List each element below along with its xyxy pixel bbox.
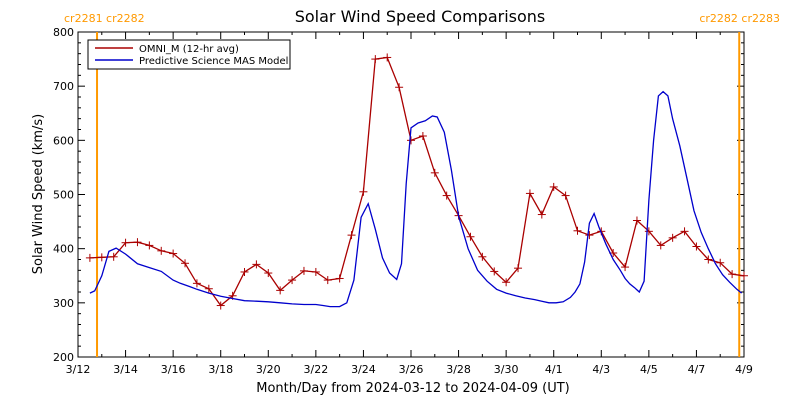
y-tick-label: 700 — [53, 80, 74, 93]
data-point-marker — [181, 259, 190, 268]
data-point-marker — [240, 267, 249, 276]
data-point-marker — [97, 253, 106, 262]
x-tick-label: 3/12 — [66, 363, 91, 376]
y-axis-title: Solar Wind Speed (km/s) — [31, 114, 46, 274]
data-point-marker — [644, 227, 653, 236]
x-tick-label: 3/18 — [208, 363, 233, 376]
data-point-marker — [383, 53, 392, 62]
legend-entry: Predictive Science MAS Model — [139, 56, 288, 67]
data-point-marker — [359, 187, 368, 196]
data-point-marker — [264, 269, 273, 278]
data-point-marker — [85, 253, 94, 262]
data-point-marker — [442, 191, 451, 200]
data-point-marker — [418, 132, 427, 140]
carrington-label: cr2281 cr2282 — [64, 12, 145, 25]
data-point-marker — [347, 231, 356, 240]
series-omni-line — [89, 56, 744, 307]
legend-box — [87, 39, 291, 70]
data-point-marker — [668, 233, 677, 242]
data-point-marker — [407, 136, 415, 145]
data-point-marker — [430, 168, 439, 177]
data-point-marker — [335, 274, 344, 283]
x-tick-label: 4/7 — [688, 363, 706, 376]
y-tick-label: 300 — [53, 297, 74, 310]
x-tick-label: 4/1 — [545, 363, 563, 376]
data-point-marker — [323, 276, 332, 285]
x-tick-label: 4/9 — [735, 363, 753, 376]
data-point-marker — [490, 267, 499, 276]
x-tick-label: 4/3 — [592, 363, 610, 376]
plot-frame — [77, 31, 745, 358]
x-tick-label: 3/22 — [304, 363, 329, 376]
data-point-marker — [728, 270, 737, 279]
x-tick-label: 3/30 — [494, 363, 519, 376]
data-point-marker — [466, 232, 475, 241]
data-point-marker — [514, 264, 523, 273]
data-point-marker — [704, 255, 713, 264]
data-point-marker — [692, 242, 701, 251]
data-point-marker — [502, 278, 511, 287]
x-tick-label: 3/20 — [256, 363, 281, 376]
data-point-marker — [561, 191, 570, 200]
y-tick-label: 800 — [53, 26, 74, 39]
data-point-marker — [395, 83, 404, 92]
x-tick-label: 3/16 — [161, 363, 186, 376]
data-point-marker — [145, 241, 154, 250]
x-tick-label: 3/24 — [351, 363, 376, 376]
data-point-marker — [252, 260, 261, 269]
data-point-marker — [632, 216, 641, 225]
data-point-marker — [656, 241, 665, 250]
x-tick-label: 4/5 — [640, 363, 658, 376]
data-point-marker — [157, 246, 166, 255]
data-point-marker — [573, 226, 582, 235]
data-point-marker — [680, 227, 689, 236]
data-point-marker — [537, 210, 546, 219]
data-point-marker — [621, 263, 630, 272]
x-axis-title: Month/Day from 2024-03-12 to 2024-04-09 … — [256, 381, 569, 396]
chart-title: Solar Wind Speed Comparisons — [295, 7, 546, 26]
data-point-marker — [478, 252, 487, 261]
data-point-marker — [311, 267, 320, 276]
data-point-marker — [740, 271, 748, 280]
data-point-marker — [133, 238, 142, 247]
data-point-marker — [371, 55, 380, 64]
data-point-marker — [525, 189, 534, 198]
data-point-marker — [204, 284, 213, 293]
legend-entry: OMNI_M (12-hr avg) — [139, 44, 239, 55]
data-point-marker — [299, 266, 308, 275]
legend: OMNI_M (12-hr avg)Predictive Science MAS… — [87, 39, 291, 70]
series-mas-line — [89, 90, 743, 308]
data-point-marker — [121, 238, 130, 247]
data-point-marker — [192, 279, 201, 288]
y-tick-label: 600 — [53, 134, 74, 147]
data-point-marker — [216, 301, 225, 310]
data-point-marker — [288, 276, 297, 285]
y-tick-label: 500 — [53, 189, 74, 202]
data-point-marker — [109, 252, 118, 261]
x-tick-label: 3/28 — [446, 363, 471, 376]
y-tick-label: 200 — [53, 351, 74, 364]
carrington-label: cr2282 cr2283 — [699, 12, 780, 25]
plot-layer: 200 300 400 500 600 700 800 3/12 3/14 3/16 3/18 3/2… — [53, 12, 780, 376]
x-tick-label: 3/14 — [113, 363, 138, 376]
x-tick-label: 3/26 — [399, 363, 424, 376]
y-tick-label: 400 — [53, 243, 74, 256]
data-point-marker — [716, 258, 725, 267]
data-point-marker — [585, 231, 594, 240]
data-point-marker — [549, 182, 558, 191]
data-point-marker — [169, 249, 178, 258]
data-point-marker — [276, 286, 285, 295]
